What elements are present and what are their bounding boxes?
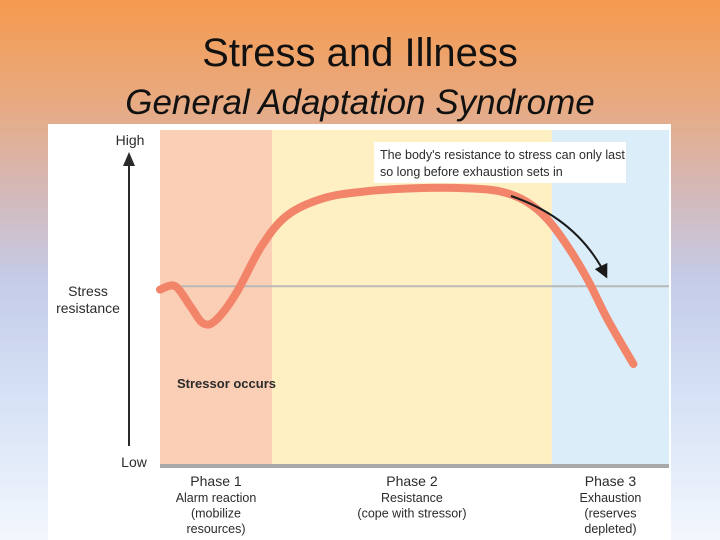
phase-1-desc-line: (mobilize bbox=[191, 507, 241, 521]
stressor-label: Stressor occurs bbox=[177, 376, 276, 391]
callout-arrow bbox=[510, 195, 608, 279]
phase-2-name: Phase 2 bbox=[386, 473, 438, 489]
phase-1-desc-line: Alarm reaction bbox=[176, 491, 257, 505]
phase-3-name: Phase 3 bbox=[585, 473, 637, 489]
phase-3-desc-line: depleted) bbox=[584, 522, 636, 536]
y-high-label: High bbox=[116, 132, 145, 148]
phase-1-desc-line: resources) bbox=[186, 522, 245, 536]
y-axis-label: Stress resistance bbox=[56, 283, 120, 316]
y-axis-arrow bbox=[123, 152, 135, 446]
phase-3-desc-line: Exhaustion bbox=[580, 491, 642, 505]
phase-band-3 bbox=[551, 130, 669, 464]
phase-3-desc-line: (reserves bbox=[584, 507, 636, 521]
chart-figure: High Low Stress resistance Stressor occur… bbox=[48, 124, 671, 540]
callout-box: The body's resistance to stress can only… bbox=[374, 142, 626, 183]
gas-chart: High Low Stress resistance Stressor occur… bbox=[56, 130, 669, 536]
phase-band-1 bbox=[160, 130, 272, 464]
phase-2-desc-line: Resistance bbox=[381, 491, 443, 505]
y-low-label: Low bbox=[121, 454, 148, 470]
slide-title: Stress and Illness bbox=[202, 31, 518, 75]
resistance-curve bbox=[156, 183, 638, 368]
callout-text: The body's resistance to stress can only… bbox=[380, 148, 625, 179]
slide-subtitle: General Adaptation Syndrome bbox=[125, 83, 595, 122]
phase-2-desc-line: (cope with stressor) bbox=[357, 507, 466, 521]
phase-1-name: Phase 1 bbox=[190, 473, 242, 489]
